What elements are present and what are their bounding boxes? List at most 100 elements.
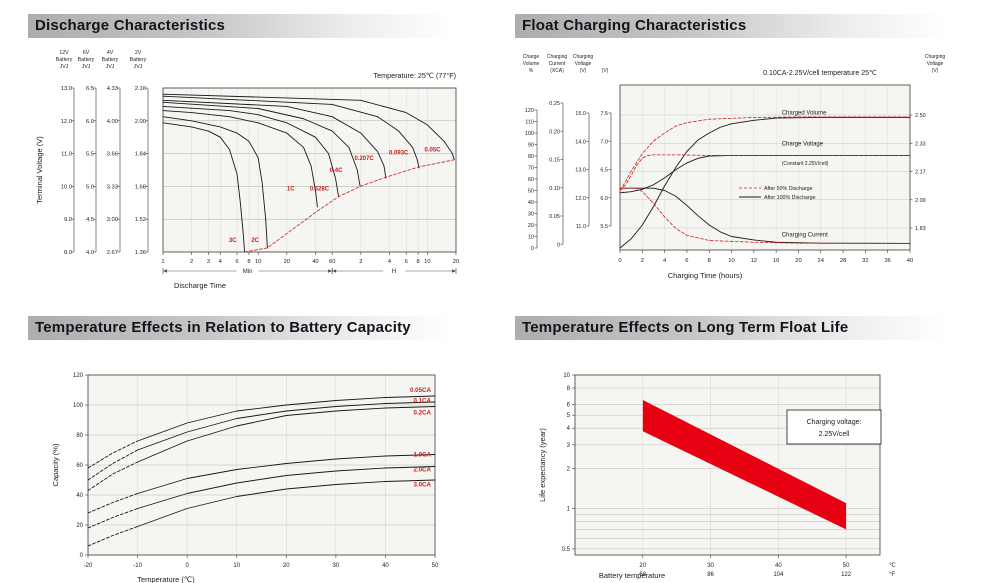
axis-header-line: Voltage bbox=[927, 61, 944, 67]
axis-header-line: Charge bbox=[523, 54, 540, 60]
y-tick-label: 0 bbox=[531, 246, 534, 252]
y-tick-label: 10.0 bbox=[61, 184, 72, 190]
y-tick-label: 10 bbox=[528, 235, 534, 241]
y-tick-label: 6.0 bbox=[600, 196, 608, 202]
y-tick-label: 6.5 bbox=[86, 86, 94, 92]
y-tick-label: 13.0 bbox=[575, 168, 586, 174]
x-axis-title: Battery temperature bbox=[599, 571, 665, 580]
x-tick-label: 2 bbox=[359, 259, 362, 265]
axis-header-line: Charging bbox=[573, 54, 594, 60]
y-tick-label: 4.00 bbox=[107, 119, 118, 125]
y-axis-title: Terminal Voltage (V) bbox=[35, 136, 44, 204]
section-label: H bbox=[392, 269, 396, 275]
curve-dashed-0.05CA bbox=[87, 440, 139, 469]
y-tick-label: 50 bbox=[528, 189, 534, 195]
y-tick-label: 6 bbox=[567, 403, 571, 409]
float-charging-chart: ChargeVolume%120110100908070605040302010… bbox=[523, 54, 946, 280]
curve-charged-volume-100 bbox=[619, 117, 911, 249]
x-tick-label: 8 bbox=[247, 259, 250, 265]
y-axis-title: Life expectancy (year) bbox=[538, 428, 547, 502]
float-life-band bbox=[642, 400, 847, 530]
curve-0.4C bbox=[162, 101, 361, 187]
y-tick-label: 110 bbox=[525, 120, 534, 126]
axis-header-line: 2V bbox=[135, 50, 142, 56]
legend-label: After 50% Discharge bbox=[764, 186, 813, 192]
curve-0.2CA bbox=[137, 406, 436, 463]
y-tick-label: 3.33 bbox=[107, 184, 118, 190]
y-tick-label: 1.83 bbox=[915, 226, 926, 232]
x-tick-label: 12 bbox=[751, 258, 757, 264]
curve-dashed-0.2CA bbox=[87, 461, 139, 491]
y-tick-label: 60 bbox=[76, 463, 83, 469]
axis-header-line: Battery bbox=[130, 57, 147, 63]
y-axis-title: Capacity (%) bbox=[51, 443, 60, 486]
panel-title-temp-capacity: Temperature Effects in Relation to Batte… bbox=[28, 316, 470, 340]
y-tick-label: 0.15 bbox=[549, 158, 560, 164]
section-label: Min bbox=[243, 269, 253, 275]
axis-header-line: Charging bbox=[925, 54, 946, 60]
curve-0.1CA bbox=[137, 401, 436, 451]
x-tick-label: -20 bbox=[84, 563, 93, 569]
y-tick-label: 4.0 bbox=[86, 250, 94, 256]
x-tick-label: 1 bbox=[161, 259, 164, 265]
axis-header-line: % bbox=[529, 68, 534, 74]
y-tick-label: 2.67 bbox=[107, 250, 118, 256]
y-tick-label: 1.52 bbox=[135, 217, 146, 223]
y-tick-label: 8 bbox=[567, 386, 571, 392]
curve-0.093C bbox=[162, 95, 420, 169]
x-tick-label: 40 bbox=[907, 258, 913, 264]
curve-0.628C bbox=[162, 106, 340, 198]
y-tick-label: 2.00 bbox=[135, 119, 146, 125]
panel-discharge-characteristics: Discharge Characteristics 12V Battery JVJ 1… bbox=[28, 14, 470, 306]
x-tick-label: 28 bbox=[840, 258, 846, 264]
panel-float-charging: Float Charging Characteristics Charge Vol… bbox=[515, 14, 965, 306]
y-tick-label: 0.20 bbox=[549, 129, 560, 135]
x-tick-label-fahrenheit: 68 bbox=[639, 572, 646, 578]
y-tick-label: 30 bbox=[528, 212, 534, 218]
annotation-line: 2.25V/cell bbox=[819, 431, 850, 438]
annotation-box bbox=[786, 409, 882, 445]
y-tick-label: 11.0 bbox=[576, 224, 586, 230]
y-tick-label: 0.5 bbox=[562, 547, 571, 553]
curve-label-3.0CA: 3.0CA bbox=[413, 482, 431, 489]
y-tick-label: 5.5 bbox=[600, 224, 608, 230]
y-tick-label: 12.0 bbox=[61, 119, 72, 125]
x-axis-title: Temperature (℃) bbox=[137, 575, 195, 583]
y-tick-label: 20 bbox=[528, 223, 534, 229]
y-tick-label: 3.00 bbox=[107, 217, 118, 223]
x-tick-label: 2 bbox=[641, 258, 644, 264]
y-tick-label: 70 bbox=[528, 166, 534, 172]
y-tick-label: 2.50 bbox=[915, 113, 926, 119]
x-tick-label: 24 bbox=[818, 258, 825, 264]
x-tick-label: 20 bbox=[795, 258, 801, 264]
curve-charged-volume-50 bbox=[619, 116, 911, 191]
arrowhead-icon bbox=[332, 269, 337, 273]
curve-label-0.207C: 0.207C bbox=[354, 156, 374, 162]
y-tick-label: 12.0 bbox=[575, 196, 586, 202]
float-life-chart: 1086543210.5206830864010450122℃°FChargin… bbox=[538, 373, 896, 580]
y-tick-label: 1.68 bbox=[135, 184, 146, 190]
x-tick-label: 20 bbox=[283, 563, 290, 569]
x-tick-label-celsius: 30 bbox=[707, 563, 714, 569]
curve-label: Charge Voltage bbox=[782, 142, 824, 148]
curve-1.0CA bbox=[137, 454, 436, 494]
curve-label-2C: 2C bbox=[251, 238, 259, 244]
legend-label: After 100% Discharge bbox=[764, 195, 816, 201]
axis-header-line: (V) bbox=[932, 68, 939, 74]
y-tick-label: 100 bbox=[73, 403, 84, 409]
y-tick-label: 0 bbox=[80, 553, 84, 559]
y-tick-label: 40 bbox=[528, 200, 534, 206]
y-tick-label: 80 bbox=[76, 433, 83, 439]
x-tick-label: 20 bbox=[284, 259, 290, 265]
y-tick-label: 2 bbox=[567, 466, 571, 472]
y-tick-label: 4 bbox=[567, 426, 571, 432]
panel-title-discharge: Discharge Characteristics bbox=[28, 14, 470, 38]
y-tick-label: 11.0 bbox=[61, 152, 72, 158]
curve-label-3C: 3C bbox=[229, 238, 237, 244]
axis-header-line: (V) bbox=[602, 68, 609, 74]
condition-note: 0.10CA-2.25V/cell temperature 25℃ bbox=[763, 70, 877, 77]
curve-3.0CA bbox=[137, 479, 436, 527]
y-tick-label: 14.0 bbox=[575, 139, 586, 145]
plot-border bbox=[162, 87, 457, 253]
curve-label-0.05CA: 0.05CA bbox=[410, 387, 432, 394]
